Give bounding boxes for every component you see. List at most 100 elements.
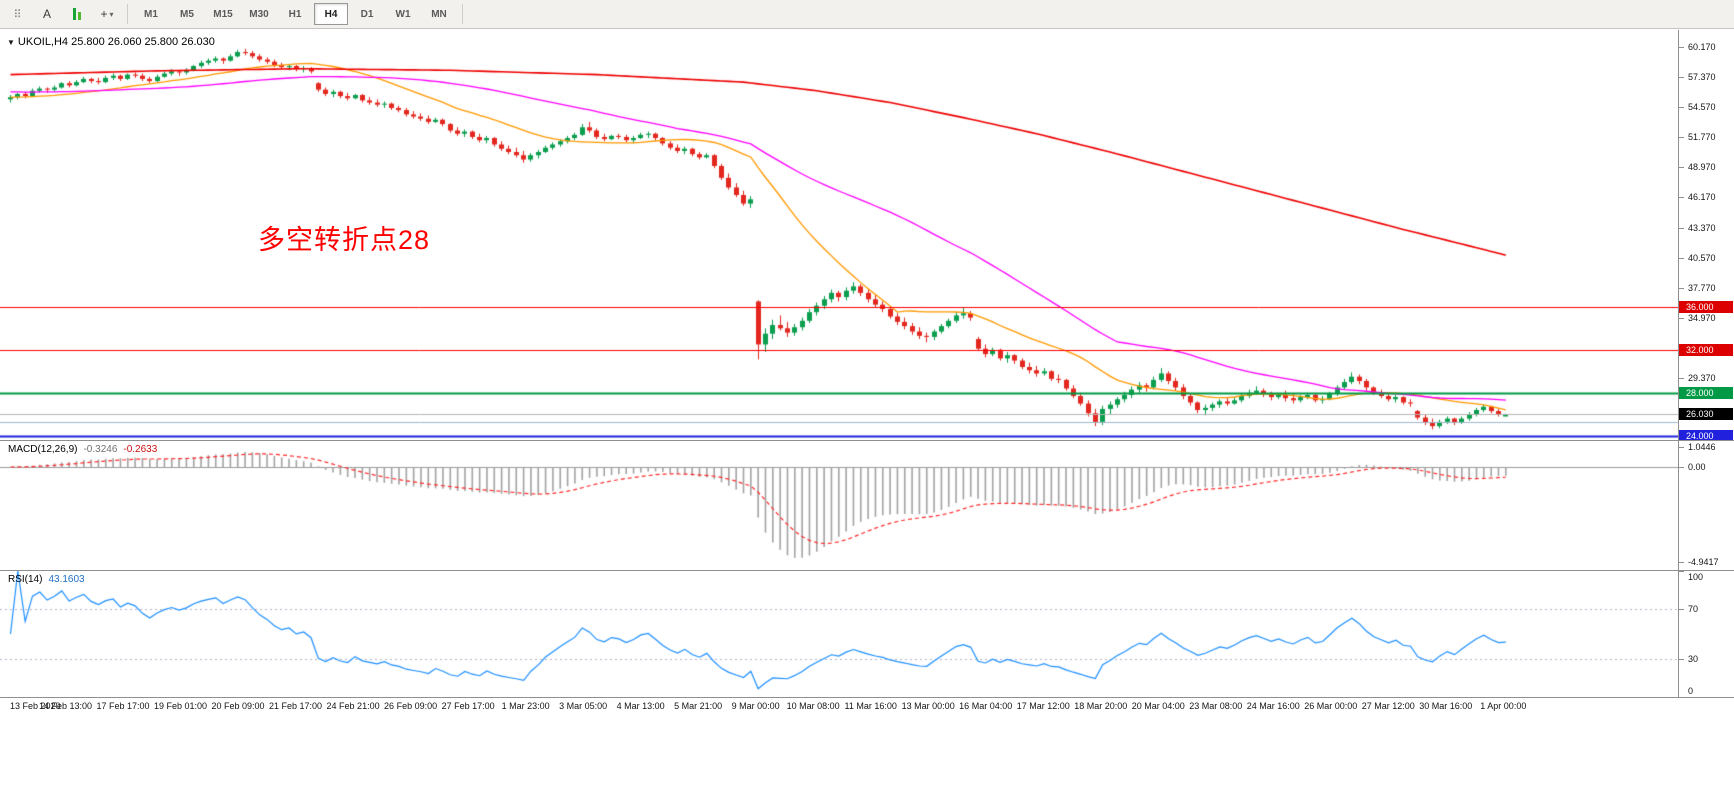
macd-value: -0.3246: [83, 444, 118, 455]
time-axis-label: 11 Mar 16:00: [844, 701, 897, 711]
axis-tick: [1679, 287, 1684, 289]
macd-axis-label: -4.9417: [1688, 557, 1719, 568]
chevron-down-icon: ▼: [7, 38, 15, 47]
drag-grid-icon[interactable]: ⠿: [2, 2, 32, 26]
current-price-badge: 26.030: [1679, 407, 1733, 420]
timeframe-M1[interactable]: M1: [144, 8, 158, 20]
time-axis-label: 19 Feb 01:00: [154, 701, 208, 711]
rsi-value: 43.1603: [48, 574, 85, 585]
price-axis-label: 37.770: [1688, 282, 1716, 293]
axis-tick: [1679, 107, 1684, 109]
time-axis-label: 20 Mar 04:00: [1131, 701, 1185, 711]
drag-grid-icon-glyph: ⠿: [13, 8, 21, 21]
time-axis-label: 23 Mar 08:00: [1189, 701, 1243, 711]
timeframe-H1[interactable]: H1: [288, 8, 302, 20]
timeframe-MN[interactable]: MN: [431, 8, 447, 20]
price-axis-label: 51.770: [1688, 132, 1716, 143]
panel-separator[interactable]: [0, 570, 1734, 571]
hline-price-badge-36.000[interactable]: 36.000: [1679, 300, 1733, 313]
hline-price-badge-24.000[interactable]: 24.000: [1679, 429, 1733, 442]
price-axis-label: 57.370: [1688, 72, 1716, 83]
axis-tick: [1679, 562, 1684, 564]
rsi-axis: 100 70 30 0: [1678, 571, 1734, 698]
toolbar-separator: [127, 4, 128, 24]
time-axis-label: 24 Feb 21:00: [326, 701, 380, 711]
time-axis-label: 18 Mar 20:00: [1074, 701, 1128, 711]
macd-signal-value: -0.2633: [123, 444, 158, 455]
price-axis-label: 43.370: [1688, 222, 1716, 233]
toolbar: ⠿ A + ▾ M1 M5 M15 M30 H1 H4 D1 W1 MN: [0, 0, 1734, 29]
timeframe-W1[interactable]: W1: [395, 8, 411, 20]
panel-separator: [0, 697, 1734, 698]
axis-tick: [1679, 46, 1684, 48]
rsi-axis-label: 100: [1688, 572, 1704, 582]
time-axis-label: 27 Mar 12:00: [1361, 701, 1415, 711]
timeframe-M15[interactable]: M15: [213, 8, 233, 20]
time-axis-label: 5 Mar 21:00: [674, 701, 723, 711]
crosshair-mode-button[interactable]: + ▾: [92, 2, 122, 26]
rsi-canvas[interactable]: [0, 571, 1678, 697]
chevron-down-icon: ▾: [109, 9, 114, 19]
time-axis-label: 10 Mar 08:00: [786, 701, 840, 711]
axis-tick: [1679, 659, 1684, 661]
price-axis-label: 60.170: [1688, 41, 1716, 52]
time-axis-label: 27 Feb 17:00: [441, 701, 495, 711]
axis-tick: [1679, 167, 1684, 169]
timeframe-M5[interactable]: M5: [180, 8, 194, 20]
price-axis-label: 29.370: [1688, 373, 1716, 384]
time-axis-label: 20 Feb 09:00: [211, 701, 265, 711]
time-axis-label: 4 Mar 13:00: [616, 701, 665, 711]
chart-objects-button[interactable]: [62, 2, 92, 26]
timeframe-H4[interactable]: H4: [314, 3, 348, 25]
macd-panel: MACD(12,26,9) -0.3246 -0.2633: [0, 441, 1678, 570]
time-axis-label: 13 Feb 2020: [10, 701, 61, 711]
price-axis-label: 34.970: [1688, 312, 1716, 323]
price-axis-label: 54.570: [1688, 102, 1716, 113]
hline-price-badge-28.000[interactable]: 28.000: [1679, 386, 1733, 399]
time-axis-label: 21 Feb 17:00: [269, 701, 323, 711]
timeframe-M30[interactable]: M30: [249, 8, 269, 20]
timeframe-D1[interactable]: D1: [360, 8, 374, 20]
macd-canvas[interactable]: [0, 441, 1678, 570]
macd-axis-label: 0.00: [1688, 461, 1706, 472]
time-axis-label: 26 Feb 09:00: [384, 701, 438, 711]
symbol-header: ▼ UKOIL,H4 25.800 26.060 25.800 26.030: [7, 36, 215, 48]
axis-tick: [1679, 257, 1684, 259]
time-axis-label: 24 Mar 16:00: [1246, 701, 1300, 711]
time-axis-label: 16 Mar 04:00: [959, 701, 1013, 711]
symbol-ohlc-text: UKOIL,H4 25.800 26.060 25.800 26.030: [17, 36, 215, 48]
axis-tick: [1679, 571, 1684, 572]
chart-annotation-text[interactable]: 多空转折点28: [258, 225, 431, 255]
main-chart-canvas[interactable]: [0, 30, 1678, 440]
axis-tick: [1679, 77, 1684, 79]
axis-tick: [1679, 137, 1684, 139]
time-axis-label: 13 Mar 00:00: [901, 701, 955, 711]
crosshair-mode-button-glyph: +: [100, 7, 108, 21]
main-chart-panel: ▼ UKOIL,H4 25.800 26.060 25.800 26.030 多空…: [0, 30, 1678, 440]
toolbar-separator: [462, 4, 463, 24]
time-axis-label: 1 Mar 23:00: [501, 701, 550, 711]
macd-axis-label: 1.0446: [1688, 442, 1716, 452]
macd-name: MACD(12,26,9): [8, 444, 78, 455]
rsi-axis-label: 30: [1688, 654, 1699, 665]
hline-price-badge-32.000[interactable]: 32.000: [1679, 343, 1733, 356]
rsi-axis-label: 0: [1688, 686, 1694, 696]
text-annotation-button[interactable]: A: [32, 2, 62, 26]
time-axis-label: 3 Mar 05:00: [559, 701, 608, 711]
time-axis-label: 17 Feb 17:00: [96, 701, 150, 711]
axis-tick: [1679, 197, 1684, 199]
rsi-axis-label: 70: [1688, 603, 1699, 614]
rsi-name: RSI(14): [8, 574, 43, 585]
time-axis-label: 9 Mar 00:00: [731, 701, 780, 711]
time-axis: 13 Feb 2020 14 Feb 13:00 17 Feb 17:00 19 Fe…: [0, 698, 1734, 716]
rsi-label: RSI(14) 43.1603: [8, 574, 85, 585]
price-axis-label: 46.170: [1688, 192, 1716, 203]
axis-tick: [1679, 466, 1684, 468]
panel-separator[interactable]: [0, 440, 1734, 441]
price-axis: 60.170 57.370 54.570 51.770 48.970 46.170 43.3…: [1678, 30, 1734, 442]
time-axis-label: 26 Mar 00:00: [1304, 701, 1358, 711]
chart-objects-icon: [73, 8, 81, 20]
axis-tick: [1679, 608, 1684, 610]
axis-tick: [1679, 227, 1684, 229]
